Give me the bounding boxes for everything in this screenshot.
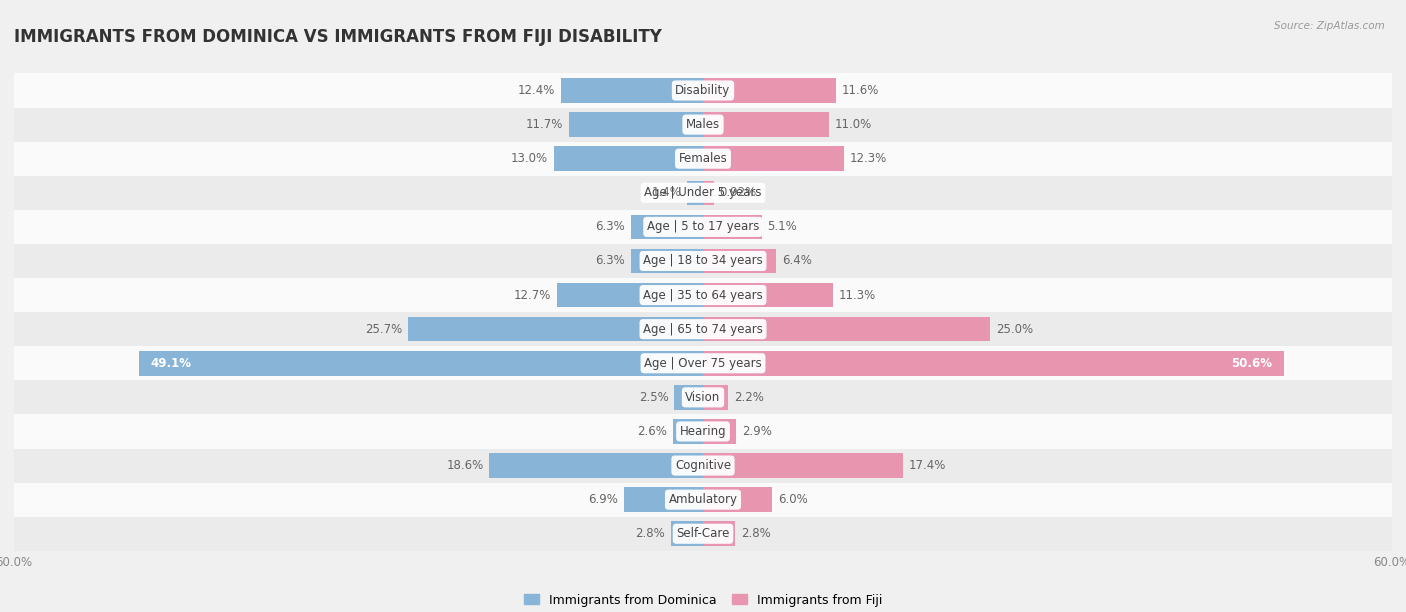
Bar bbox=[671, 521, 703, 546]
Bar bbox=[703, 419, 737, 444]
Text: 12.3%: 12.3% bbox=[851, 152, 887, 165]
Text: Age | 65 to 74 years: Age | 65 to 74 years bbox=[643, 323, 763, 335]
Text: 12.4%: 12.4% bbox=[517, 84, 555, 97]
Text: 25.0%: 25.0% bbox=[995, 323, 1033, 335]
Bar bbox=[703, 181, 714, 205]
Bar bbox=[557, 283, 703, 307]
Text: Self-Care: Self-Care bbox=[676, 528, 730, 540]
Bar bbox=[703, 283, 832, 307]
Bar bbox=[703, 113, 830, 137]
Text: 2.8%: 2.8% bbox=[636, 528, 665, 540]
Text: Age | Under 5 years: Age | Under 5 years bbox=[644, 186, 762, 200]
Bar bbox=[14, 414, 1392, 449]
Bar bbox=[568, 113, 703, 137]
Text: 2.9%: 2.9% bbox=[742, 425, 772, 438]
Bar bbox=[14, 73, 1392, 108]
Text: 5.1%: 5.1% bbox=[768, 220, 797, 233]
Text: 2.8%: 2.8% bbox=[741, 528, 770, 540]
Text: Males: Males bbox=[686, 118, 720, 131]
Bar bbox=[703, 487, 772, 512]
Bar bbox=[408, 317, 703, 341]
Text: 2.2%: 2.2% bbox=[734, 391, 763, 404]
Text: Age | Over 75 years: Age | Over 75 years bbox=[644, 357, 762, 370]
Text: 6.0%: 6.0% bbox=[778, 493, 807, 506]
Text: Cognitive: Cognitive bbox=[675, 459, 731, 472]
Bar bbox=[139, 351, 703, 376]
Text: 17.4%: 17.4% bbox=[908, 459, 946, 472]
Text: 11.7%: 11.7% bbox=[526, 118, 562, 131]
Bar bbox=[703, 351, 1284, 376]
Bar bbox=[675, 385, 703, 409]
Bar bbox=[14, 210, 1392, 244]
Text: 11.0%: 11.0% bbox=[835, 118, 872, 131]
Bar bbox=[14, 483, 1392, 517]
Bar bbox=[14, 244, 1392, 278]
Text: Age | 18 to 34 years: Age | 18 to 34 years bbox=[643, 255, 763, 267]
Bar bbox=[703, 215, 762, 239]
Bar bbox=[561, 78, 703, 103]
Bar bbox=[14, 380, 1392, 414]
Bar bbox=[703, 78, 837, 103]
Bar bbox=[703, 385, 728, 409]
Text: IMMIGRANTS FROM DOMINICA VS IMMIGRANTS FROM FIJI DISABILITY: IMMIGRANTS FROM DOMINICA VS IMMIGRANTS F… bbox=[14, 28, 662, 46]
Text: Hearing: Hearing bbox=[679, 425, 727, 438]
Text: 12.7%: 12.7% bbox=[515, 289, 551, 302]
Bar bbox=[14, 176, 1392, 210]
Bar bbox=[631, 248, 703, 273]
Bar bbox=[624, 487, 703, 512]
Bar bbox=[14, 278, 1392, 312]
Text: Age | 5 to 17 years: Age | 5 to 17 years bbox=[647, 220, 759, 233]
Text: 6.3%: 6.3% bbox=[595, 255, 624, 267]
Text: 1.4%: 1.4% bbox=[651, 186, 681, 200]
Bar bbox=[14, 141, 1392, 176]
Bar bbox=[14, 517, 1392, 551]
Text: 6.4%: 6.4% bbox=[782, 255, 813, 267]
Bar bbox=[703, 146, 844, 171]
Bar bbox=[673, 419, 703, 444]
Bar bbox=[631, 215, 703, 239]
Text: Ambulatory: Ambulatory bbox=[668, 493, 738, 506]
Legend: Immigrants from Dominica, Immigrants from Fiji: Immigrants from Dominica, Immigrants fro… bbox=[524, 594, 882, 606]
Text: 11.6%: 11.6% bbox=[842, 84, 879, 97]
Text: 11.3%: 11.3% bbox=[838, 289, 876, 302]
Bar bbox=[14, 312, 1392, 346]
Bar bbox=[703, 248, 776, 273]
Bar bbox=[14, 346, 1392, 380]
Text: 2.5%: 2.5% bbox=[638, 391, 669, 404]
Bar bbox=[703, 453, 903, 478]
Text: 6.3%: 6.3% bbox=[595, 220, 624, 233]
Text: 18.6%: 18.6% bbox=[447, 459, 484, 472]
Text: 0.92%: 0.92% bbox=[720, 186, 756, 200]
Text: Vision: Vision bbox=[685, 391, 721, 404]
Text: 2.6%: 2.6% bbox=[637, 425, 668, 438]
Text: 50.6%: 50.6% bbox=[1232, 357, 1272, 370]
Text: Females: Females bbox=[679, 152, 727, 165]
Text: Disability: Disability bbox=[675, 84, 731, 97]
Bar bbox=[489, 453, 703, 478]
Text: Source: ZipAtlas.com: Source: ZipAtlas.com bbox=[1274, 21, 1385, 31]
Text: 6.9%: 6.9% bbox=[588, 493, 619, 506]
Text: Age | 35 to 64 years: Age | 35 to 64 years bbox=[643, 289, 763, 302]
Text: 13.0%: 13.0% bbox=[510, 152, 548, 165]
Bar bbox=[14, 449, 1392, 483]
Bar bbox=[703, 317, 990, 341]
Text: 25.7%: 25.7% bbox=[366, 323, 402, 335]
Bar bbox=[703, 521, 735, 546]
Bar bbox=[688, 181, 703, 205]
Text: 49.1%: 49.1% bbox=[150, 357, 191, 370]
Bar bbox=[554, 146, 703, 171]
Bar bbox=[14, 108, 1392, 141]
